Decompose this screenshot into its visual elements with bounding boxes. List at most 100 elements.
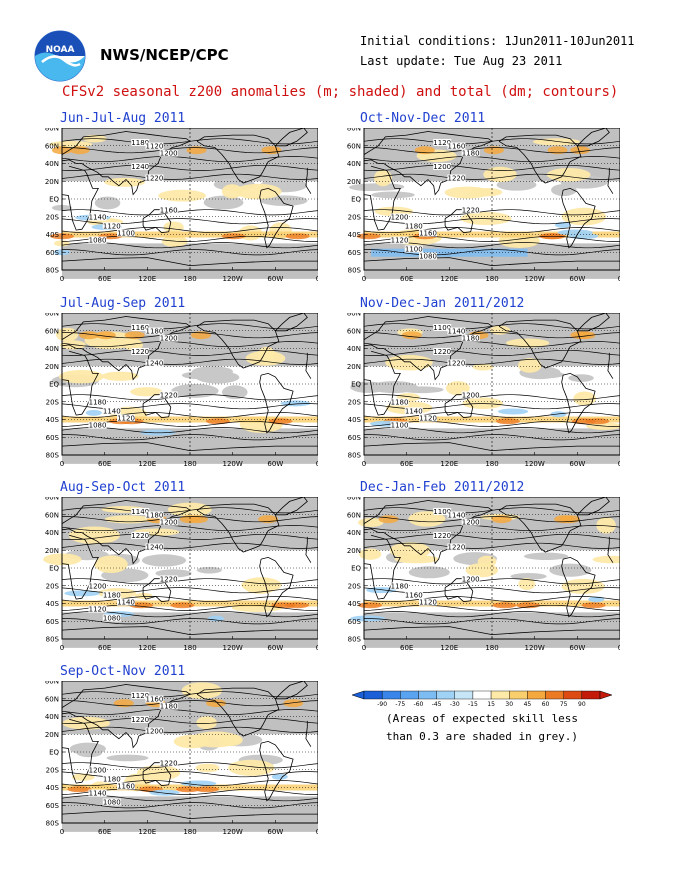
panel-title: Sep-Oct-Nov 2011	[60, 664, 186, 679]
contour-label: 1200	[433, 163, 451, 171]
contour-label: 1220	[433, 348, 451, 356]
lat-label: 80N	[347, 313, 361, 318]
colorbar-tick-label: -15	[468, 701, 478, 708]
lat-label: 80N	[347, 128, 361, 133]
colorbar-tick-label: -60	[414, 701, 424, 708]
lon-label: 0	[60, 275, 64, 283]
anomaly-map: 1120116011801200122012201200118011601120…	[347, 128, 620, 283]
colorbar-tick-label: 45	[524, 701, 532, 708]
contour-label: 1200	[391, 214, 409, 222]
colorbar: -90 -75 -60 -45 -30 -15 15 30 45 60 75 90	[352, 690, 613, 708]
anomaly-map: 1180112012001240122011601140112011001080…	[45, 128, 318, 283]
lat-label: 60S	[348, 618, 362, 626]
noaa-logo-icon: NOAA	[34, 30, 86, 82]
lon-label: 0	[316, 828, 318, 836]
lon-label: 0	[60, 460, 64, 468]
contour-label: 1180	[103, 775, 121, 783]
lat-label: 60N	[347, 327, 361, 335]
panel-title: Nov-Dec-Jan 2011/2012	[360, 296, 525, 311]
contour-label: 1140	[448, 512, 466, 520]
contour-label: 1160	[146, 696, 164, 704]
colorbar-segment	[527, 690, 546, 700]
lat-label: 80S	[46, 267, 60, 275]
contour-label: 1240	[146, 543, 164, 551]
contour-label: 1100	[117, 230, 135, 238]
agency-label: NWS/NCEP/CPC	[100, 46, 229, 64]
colorbar-segment	[563, 690, 583, 700]
lat-label: 80N	[45, 681, 59, 686]
lat-label: 60S	[46, 802, 60, 810]
contour-label: 1120	[433, 139, 451, 147]
contour-label: 1080	[419, 253, 437, 261]
contour-label: 1220	[433, 532, 451, 540]
anomaly-map: 1140118012001220124012201200118011401120…	[43, 497, 318, 652]
panel-title: Jul-Aug-Sep 2011	[60, 296, 186, 311]
lat-label: 20N	[45, 363, 59, 371]
lon-label: 180	[183, 644, 196, 652]
lon-label: 60E	[98, 275, 111, 283]
contour-label: 1120	[89, 606, 107, 614]
lon-label: 180	[183, 828, 196, 836]
contour-label: 1100	[391, 422, 409, 430]
lon-label: 0	[316, 460, 318, 468]
contour-label: 1160	[160, 206, 178, 214]
lat-label: 20S	[46, 398, 60, 406]
contour-label: 1180	[462, 335, 480, 343]
contour-label: 1220	[146, 174, 164, 182]
lon-label: 120E	[138, 275, 156, 283]
contour-label: 1200	[89, 583, 107, 591]
contour-label: 1180	[146, 512, 164, 520]
contour-label: 1140	[117, 599, 135, 607]
anomaly-map: 1120116011801220120012201200118011601140…	[45, 681, 318, 836]
lon-label: 60E	[400, 460, 413, 468]
lon-label: 60E	[98, 460, 111, 468]
contour-label: 1080	[89, 237, 107, 245]
contour-label: 1180	[405, 222, 423, 230]
contour-label: 1140	[448, 328, 466, 336]
lon-label: 60W	[267, 460, 283, 468]
contour-label: 1220	[448, 543, 466, 551]
lon-label: 0	[362, 275, 366, 283]
anomaly-map: 1100114011801220122012001180114011201100…	[347, 313, 620, 468]
contour-label: 1140	[103, 407, 121, 415]
colorbar-tick-label: 15	[487, 701, 495, 708]
contour-label: 1120	[117, 415, 135, 423]
lat-label: 20S	[46, 766, 60, 774]
lat-label: EQ	[49, 565, 59, 573]
lat-label: 20N	[347, 547, 361, 555]
lat-label: EQ	[351, 381, 361, 389]
colorbar-tick-label: -45	[432, 701, 442, 708]
contour-label: 1200	[160, 335, 178, 343]
lat-label: 40S	[46, 416, 60, 424]
lat-label: 40N	[347, 345, 361, 353]
lat-label: 80N	[45, 128, 59, 133]
lat-label: 60N	[347, 511, 361, 519]
panel-title: Jun-Jul-Aug 2011	[60, 111, 186, 126]
contour-label: 1080	[89, 422, 107, 430]
contour-label: 1080	[103, 614, 121, 622]
lon-label: 120E	[138, 828, 156, 836]
lat-label: 80N	[347, 497, 361, 502]
lon-label: 0	[316, 275, 318, 283]
lat-label: 40N	[347, 160, 361, 168]
lon-label: 120E	[440, 460, 458, 468]
lon-label: 180	[183, 275, 196, 283]
lat-label: 60N	[45, 511, 59, 519]
lat-label: 40S	[46, 231, 60, 239]
panel-title: Oct-Nov-Dec 2011	[360, 111, 486, 126]
lon-label: 60W	[267, 644, 283, 652]
panel-title: Aug-Sep-Oct 2011	[60, 480, 186, 495]
lat-label: 80S	[348, 452, 362, 460]
contour-label: 1160	[419, 230, 437, 238]
contour-label: 1180	[131, 139, 149, 147]
colorbar-segment	[363, 690, 383, 700]
lat-label: 80S	[46, 820, 60, 828]
lon-label: 60W	[569, 644, 585, 652]
lat-label: 40N	[45, 529, 59, 537]
colorbar-segment	[509, 690, 528, 700]
lon-label: 180	[183, 460, 196, 468]
contour-label: 1240	[131, 163, 149, 171]
contour-label: 1200	[160, 150, 178, 158]
lon-label: 180	[485, 275, 498, 283]
lat-label: 40S	[348, 600, 362, 608]
